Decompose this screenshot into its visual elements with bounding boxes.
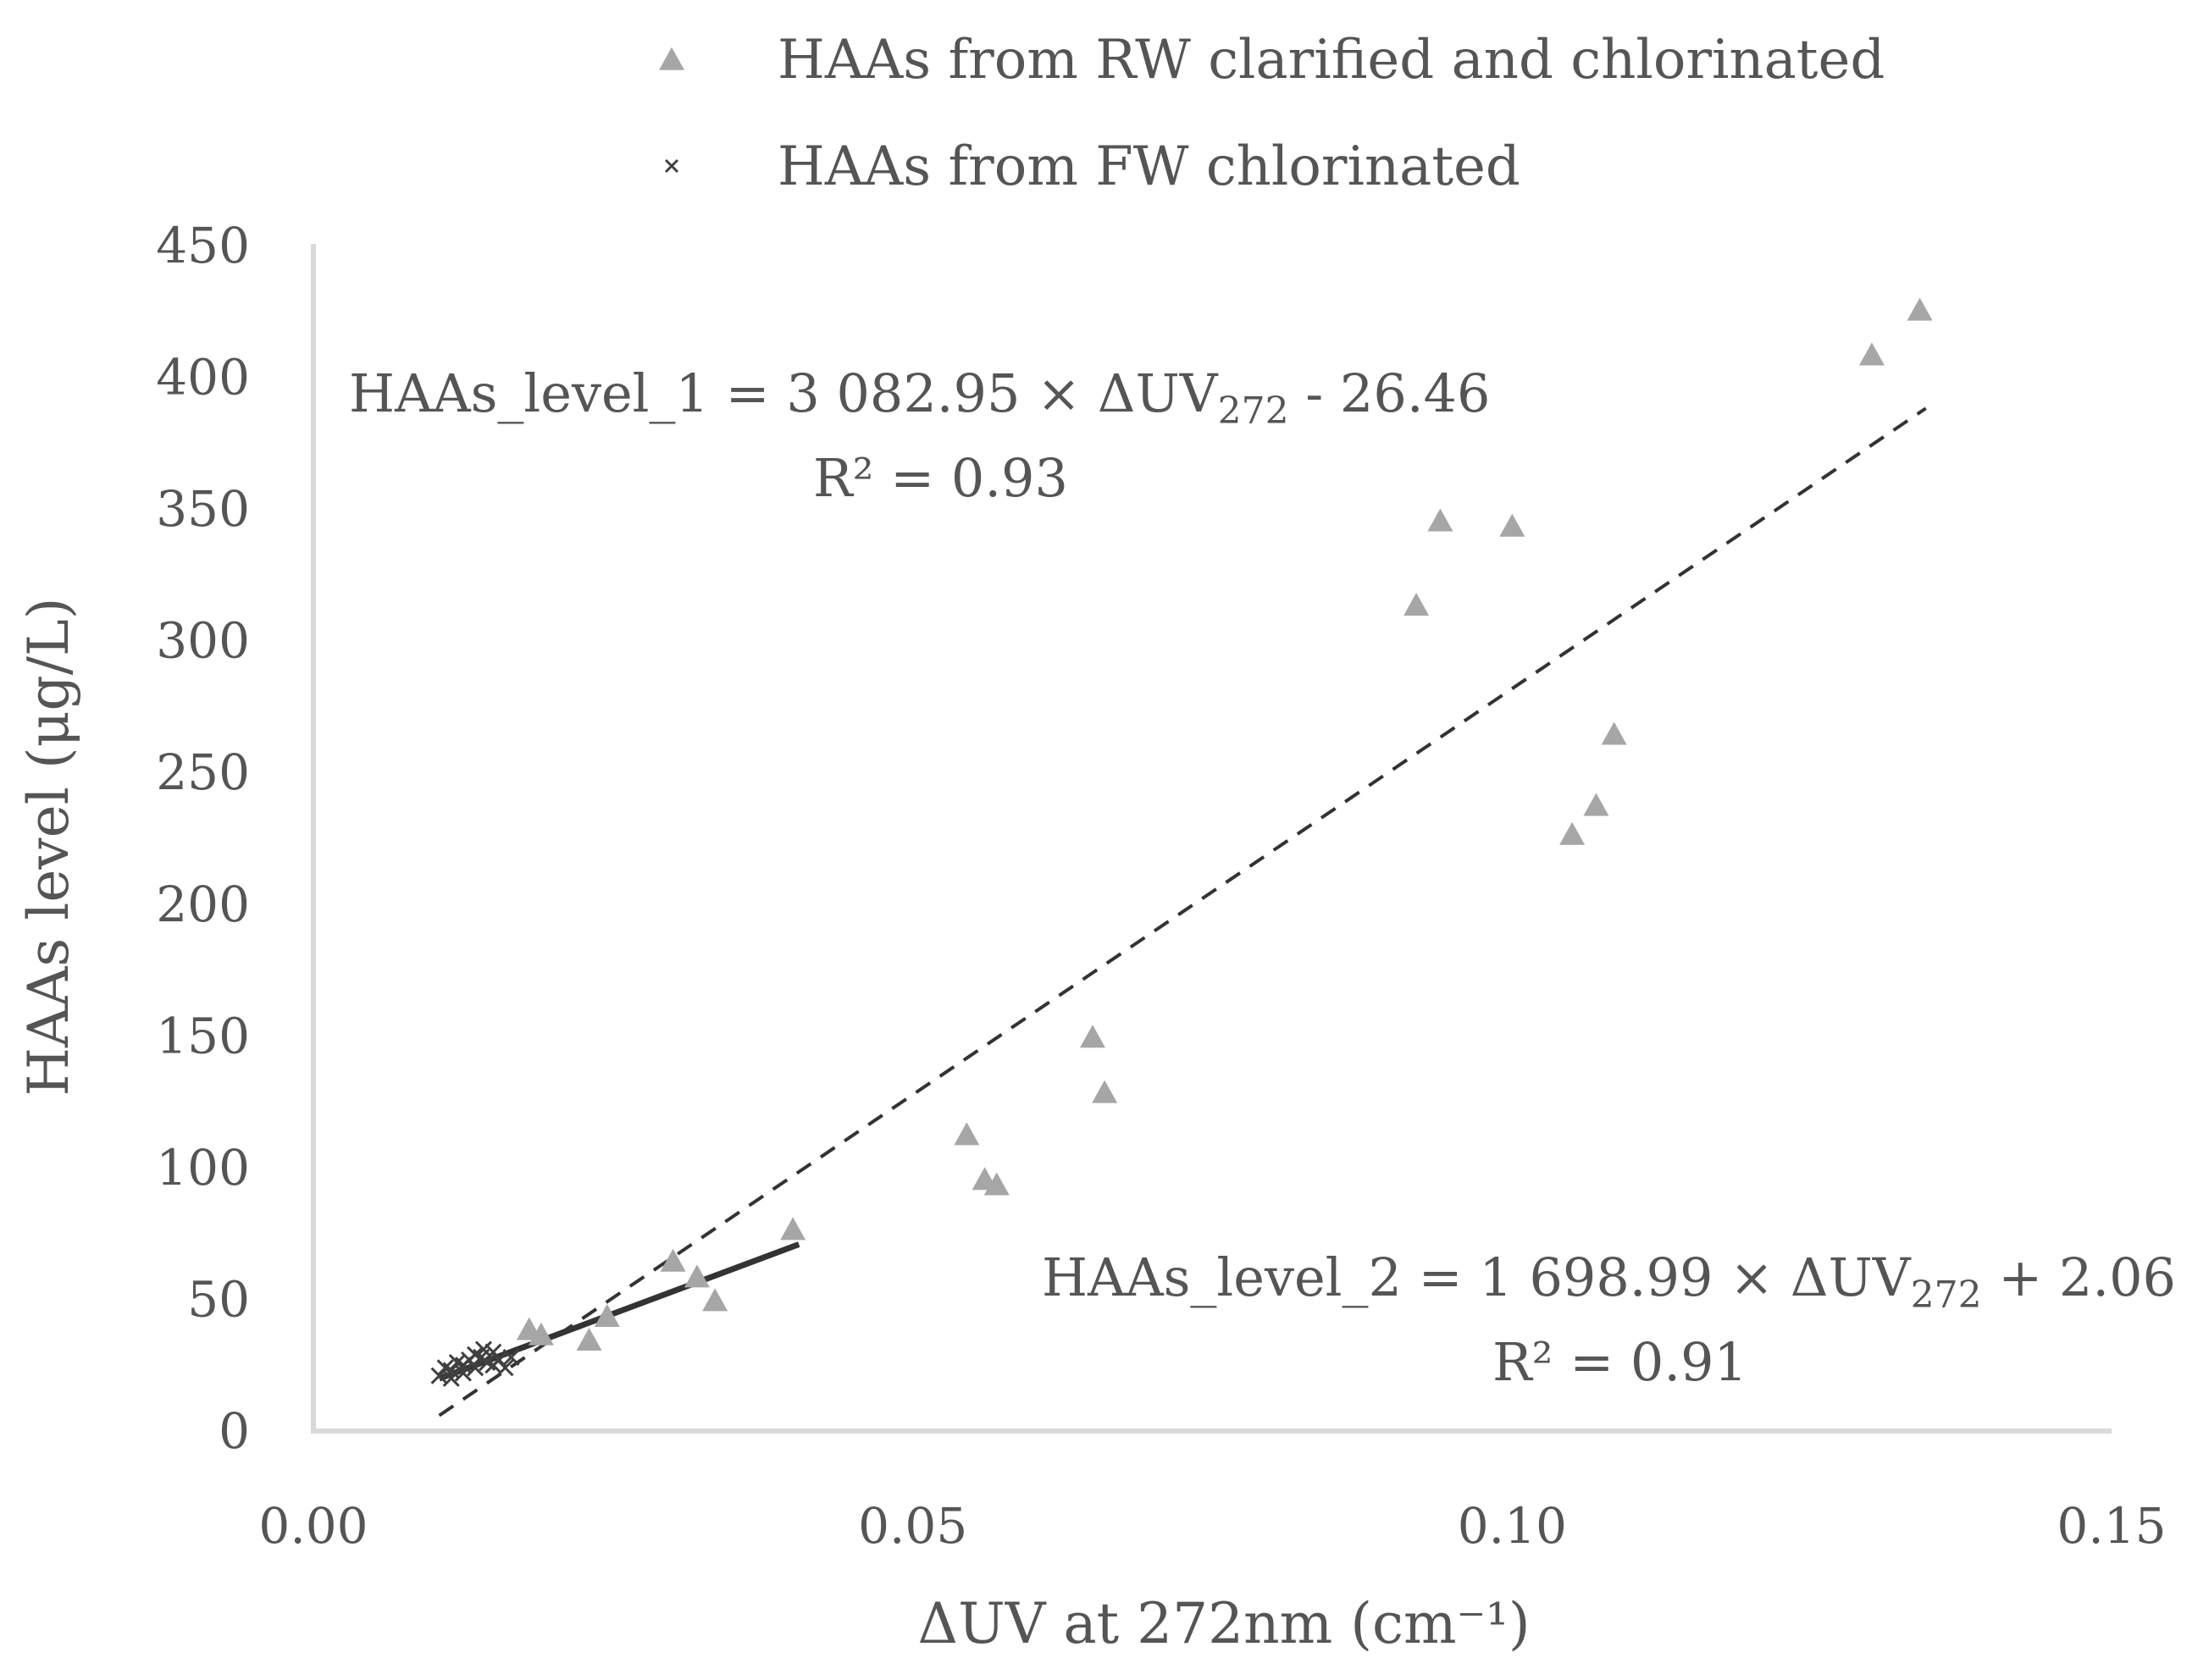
data-point-rw [1079,1025,1105,1048]
equation-1: HAAs_level_1 = 3 082.95 × ΔUV272 - 26.46 [349,362,1490,433]
data-point-fw-stroke-b [484,1343,502,1361]
y-tick-label: 250 [156,743,250,801]
x-tick-labels: 0.00 0.05 0.10 0.15 [258,1497,2166,1555]
equation-annotation-1: HAAs_level_1 = 3 082.95 × ΔUV272 - 26.46… [349,362,1490,509]
equation-annotation-2: HAAs_level_2 = 1 698.99 × ΔUV272 + 2.06 … [1042,1246,2176,1393]
data-point-fw-stroke-b [454,1364,472,1382]
data-point-fw-stroke-b [448,1354,466,1372]
data-point-rw [702,1288,728,1312]
data-point-fw [502,1348,520,1366]
data-point-fw-stroke-b [490,1351,508,1369]
data-point-rw [528,1322,554,1346]
x-tick-label: 0.15 [2057,1497,2166,1555]
legend-cross-shape [664,158,679,174]
legend-cross-shape-stroke-b [664,158,679,174]
data-point-fw [467,1359,484,1377]
data-point-rw [1583,793,1609,816]
data-point-rw [1403,593,1430,616]
data-point-rw [954,1122,980,1146]
y-tick-label: 450 [156,217,250,274]
data-point-rw [576,1328,602,1351]
data-point-rw [1858,342,1885,366]
data-point-rw [1427,508,1453,532]
y-tick-labels: 0 50 100 150 200 250 300 350 400 450 [156,217,250,1460]
data-point-fw [474,1340,493,1358]
y-axis-title: HAAs level (μg/L) [16,597,81,1096]
data-point-fw-stroke-b [436,1359,454,1377]
data-point-rw [594,1304,620,1328]
y-tick-label: 400 [156,349,250,406]
data-point-fw [484,1343,502,1361]
legend-marker-triangle-icon [659,47,684,70]
legend: HAAs from RW clarified and chlorinated H… [659,29,1885,198]
x-tick-label: 0.10 [1458,1497,1567,1555]
data-point-rw [660,1248,686,1272]
trendline-1 [438,406,1927,1418]
equation-2-suffix: + 2.06 [1982,1246,2176,1308]
data-point-fw [467,1346,484,1363]
legend-label-rw: HAAs from RW clarified and chlorinated [778,29,1885,91]
data-point-fw-stroke-b [502,1348,520,1366]
y-tick-label: 350 [156,480,250,538]
data-point-rw [983,1172,1010,1196]
y-tick-label: 200 [156,876,250,933]
trendline-2 [438,1241,800,1382]
x-tick-label: 0.00 [258,1497,368,1555]
data-point-fw-stroke-b [474,1340,493,1358]
y-tick-label: 300 [156,612,250,670]
series-rw-points [516,297,1933,1351]
data-point-fw-stroke-b [442,1369,460,1387]
y-tick-label: 100 [156,1139,250,1196]
data-point-rw [780,1217,806,1241]
legend-triangle-shape [659,47,684,70]
legend-marker-cross-icon [664,158,679,174]
data-point-fw-stroke-b [479,1354,496,1372]
data-point-rw [1601,721,1627,745]
data-point-rw [684,1264,710,1288]
equation-1-r2: R² = 0.93 [813,447,1068,509]
equation-1-subscript: 272 [1218,390,1289,433]
equation-2-prefix: HAAs_level_2 = 1 698.99 × ΔUV [1042,1246,1912,1308]
data-point-fw-stroke-b [496,1359,514,1377]
data-point-fw [496,1359,514,1377]
data-point-fw-stroke-b [467,1346,484,1363]
data-point-fw [442,1369,460,1387]
equation-1-prefix: HAAs_level_1 = 3 082.95 × ΔUV [349,362,1219,424]
y-tick-label: 50 [187,1270,250,1328]
axes [311,244,2112,1434]
equation-2-r2: R² = 0.91 [1492,1331,1747,1393]
equation-1-suffix: - 26.46 [1289,362,1491,424]
legend-label-fw: HAAs from FW chlorinated [778,135,1520,198]
x-tick-label: 0.05 [858,1497,967,1555]
equation-2: HAAs_level_2 = 1 698.99 × ΔUV272 + 2.06 [1042,1246,2176,1317]
data-point-rw [1559,821,1586,845]
data-point-rw [1907,297,1933,321]
data-point-fw [454,1364,472,1382]
y-tick-label: 0 [219,1402,250,1460]
y-tick-label: 150 [156,1007,250,1064]
data-point-rw [1499,513,1525,537]
data-point-fw-stroke-b [467,1359,484,1377]
equation-2-subscript: 272 [1911,1274,1982,1317]
series-fw-points [430,1340,520,1387]
data-point-rw [1092,1080,1118,1103]
x-axis-title: ΔUV at 272nm (cm⁻¹) [917,1591,1530,1656]
